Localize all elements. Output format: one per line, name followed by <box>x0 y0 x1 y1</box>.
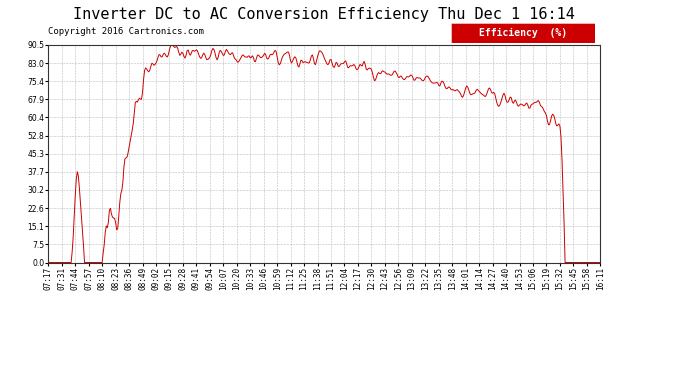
Title: Inverter DC to AC Conversion Efficiency Thu Dec 1 16:14: Inverter DC to AC Conversion Efficiency … <box>73 7 575 22</box>
Text: Copyright 2016 Cartronics.com: Copyright 2016 Cartronics.com <box>48 27 204 36</box>
